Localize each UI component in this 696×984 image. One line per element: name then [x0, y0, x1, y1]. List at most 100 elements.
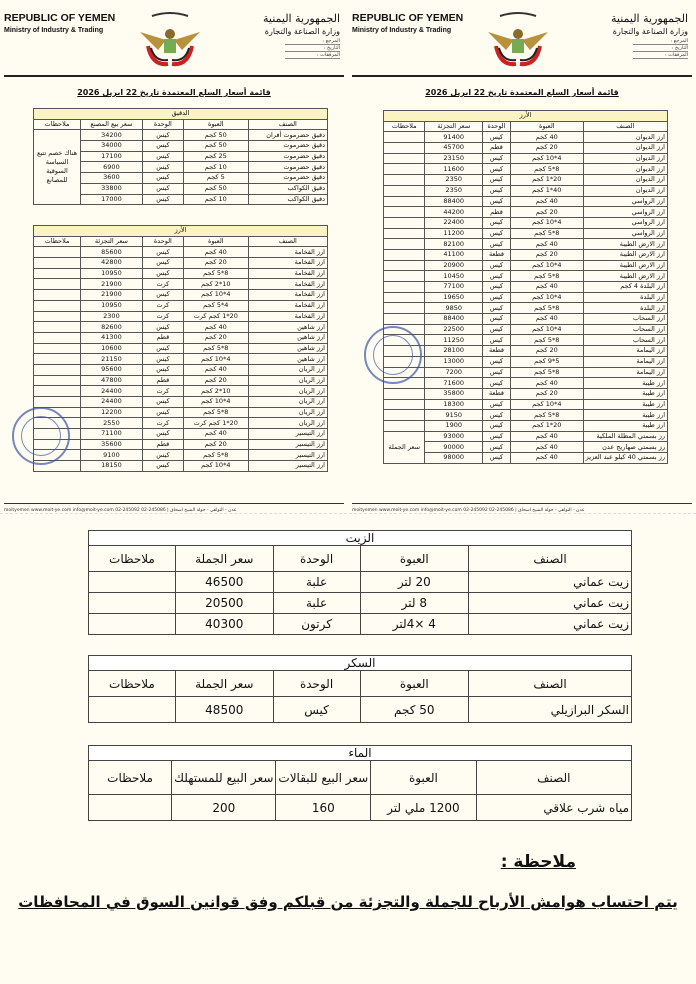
- price: 35600: [80, 438, 143, 451]
- price: 46500: [174, 571, 274, 593]
- package: 20 كجم: [182, 331, 249, 344]
- unit: كيس: [482, 452, 511, 464]
- item-name: ارز الديوان: [582, 131, 669, 144]
- table-row: دقيق حضرموت 50 كجم كيس 34000: [34, 140, 329, 152]
- column-header: العبوة: [370, 760, 477, 795]
- left-rice-table: الأرز الصنف العبوة الوحدة سعر التجزئة ملاحظات…: [32, 225, 329, 472]
- unit: قطعة: [482, 248, 511, 261]
- item-name: ارز الفخامة: [247, 289, 329, 301]
- price: 7200: [424, 366, 484, 379]
- table-row: زيت عماني 20 لتر علبة 46500: [88, 571, 632, 593]
- unit: كيس: [141, 353, 184, 365]
- package: 20 لتر: [359, 571, 470, 593]
- table-row: ارز طيبة 20 كجم قطعة 35800: [382, 387, 669, 400]
- price: 20500: [174, 592, 274, 614]
- package: 20 كجم: [182, 374, 249, 387]
- price: 17100: [80, 150, 143, 163]
- price: 12200: [80, 406, 143, 419]
- unit: كيس: [482, 323, 511, 336]
- table-row: السكر البرازيلي 50 كجم كيس 48500: [88, 696, 632, 723]
- price: 82600: [80, 321, 143, 333]
- notes: [32, 310, 82, 323]
- notes: [382, 398, 426, 411]
- price: 22500: [424, 323, 484, 336]
- table-caption: الدقيق: [33, 108, 328, 120]
- unit: علبة: [272, 592, 361, 614]
- package: 8*5 كجم: [509, 163, 584, 176]
- notes: [32, 267, 82, 280]
- item-name: ارز الارض الطيبة: [582, 259, 669, 272]
- package: 50 كجم: [182, 129, 249, 142]
- package: 4*5 كجم: [182, 299, 249, 312]
- column-header: ملاحظات: [32, 118, 82, 131]
- package: 20 كجم: [182, 257, 249, 269]
- item-name: ارز البلدة: [582, 302, 669, 315]
- package: 40 كجم: [182, 321, 249, 333]
- unit: كرت: [141, 299, 184, 312]
- unit: قطعة: [482, 387, 511, 400]
- item-name: ارز الفخامة: [247, 310, 329, 323]
- notes: [88, 613, 176, 635]
- item-name: ارز الريان: [247, 417, 329, 430]
- item-name: ارز الديوان: [582, 174, 669, 186]
- price: 18150: [80, 460, 143, 472]
- package: 8*5 كجم: [182, 267, 249, 280]
- package: 20*1 كجم كرت: [182, 310, 249, 323]
- package: 4*10 كجم: [509, 259, 584, 272]
- table-row: زيت عماني 8 لتر علبة 20500: [88, 592, 632, 614]
- column-header: العبوة: [359, 670, 470, 697]
- attachments-field: المرفقات :: [285, 52, 340, 59]
- unit: كيس: [272, 696, 361, 723]
- item-name: دقيق الكواكب: [247, 182, 329, 195]
- unit: كيس: [482, 281, 511, 293]
- price: 88400: [424, 195, 484, 208]
- column-header: ملاحظات: [382, 120, 426, 133]
- unit: كيس: [141, 161, 184, 174]
- table-row: ارز الفخامة 40 كجم كيس 85600: [32, 246, 329, 259]
- table-row: ارز طيبة 8*5 كجم كيس 9150: [382, 409, 669, 421]
- notes: [32, 374, 82, 387]
- table-row: ارز الديوان 8*5 كجم كيس 11600: [382, 163, 669, 176]
- item-name: ارز السحاب: [582, 313, 669, 325]
- package: 4*10 كجم: [509, 323, 584, 336]
- item-name: رز بسمتي 40 كيلو عبد العزيز: [582, 452, 669, 464]
- column-header: الصنف: [247, 118, 329, 131]
- price: 10950: [80, 267, 143, 280]
- unit: كيس: [482, 227, 511, 240]
- column-header: ملاحظات: [88, 670, 176, 697]
- item-name: ارز الارض الطيبة: [582, 238, 669, 250]
- unit: كيس: [482, 377, 511, 389]
- package: 10*2 كجم: [182, 278, 249, 291]
- note-heading: ملاحظة :: [500, 852, 576, 872]
- item-name: ارز الديوان: [582, 163, 669, 176]
- price: 34000: [80, 140, 143, 152]
- table-row: ارز الديوان 20*1 كجم كيس 2350: [382, 174, 669, 186]
- package: 10 كجم: [182, 161, 249, 174]
- header-en-title: REPUBLIC OF YEMEN: [352, 12, 464, 24]
- item-name: مياه شرب علاقي: [475, 794, 633, 821]
- unit: كيس: [482, 398, 511, 411]
- table-row: ارز شاهين 4*10 كجم كيس 21150: [32, 353, 329, 365]
- item-name: ارز طيبة: [582, 409, 669, 421]
- footer-contacts: moityemen www.moit-ye.com info@moit-ye.c…: [4, 503, 344, 513]
- unit: كيس: [482, 441, 511, 453]
- unit: كيس: [482, 291, 511, 304]
- price: 10600: [80, 342, 143, 355]
- table-row: ارز الارض الطيبة 40 كجم كيس 82100: [382, 238, 669, 250]
- header-ar-title: الجمهورية اليمنية: [610, 12, 688, 25]
- unit: كيس: [482, 270, 511, 282]
- notes: [382, 227, 426, 240]
- unit: كيس: [141, 172, 184, 184]
- column-header: ملاحظات: [88, 545, 176, 572]
- notes-merged: سعر الجملة: [382, 430, 426, 464]
- price: 82100: [424, 238, 484, 250]
- unit: كيس: [141, 140, 184, 152]
- price: 3600: [80, 172, 143, 184]
- notes: [32, 321, 82, 333]
- price: 1900: [424, 419, 484, 432]
- price: 10950: [80, 299, 143, 312]
- item-name: ارز الارض الطيبة: [582, 248, 669, 261]
- unit: كيس: [482, 430, 511, 443]
- price: 2550: [80, 417, 143, 430]
- package: 20 كجم: [182, 438, 249, 451]
